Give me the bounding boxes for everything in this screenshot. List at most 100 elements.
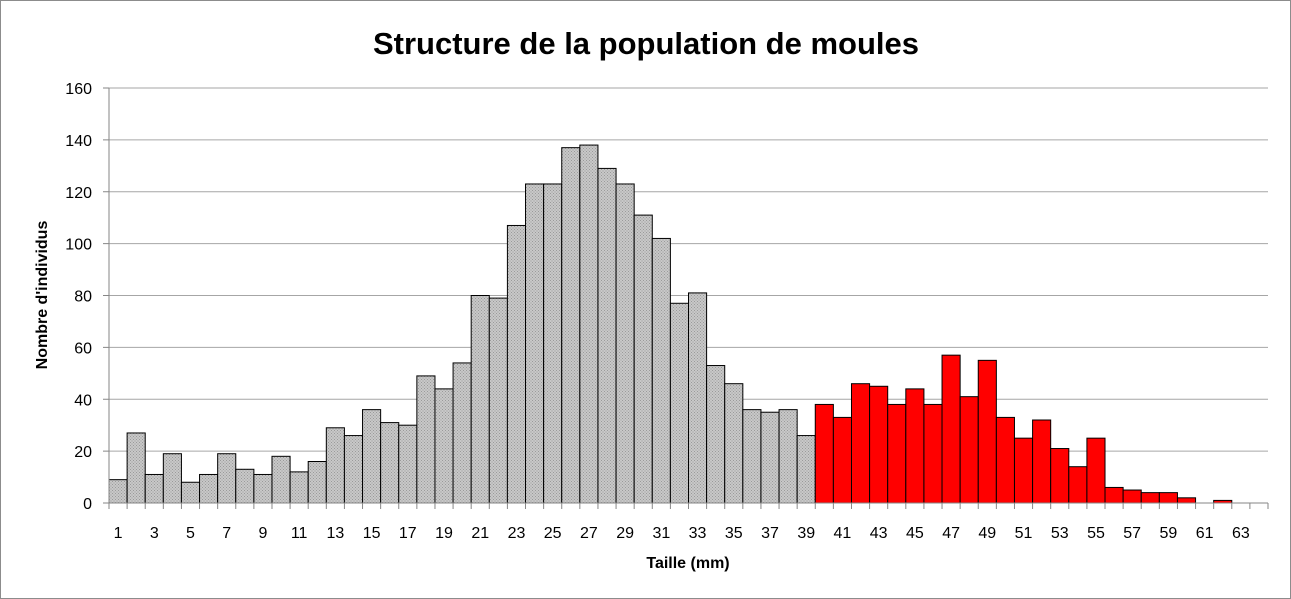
- bar-11mm: [289, 471, 309, 504]
- bar-35mm: [724, 383, 744, 504]
- x-tick-label: 7: [222, 525, 231, 542]
- x-tick-label: 43: [870, 525, 888, 542]
- bar-50mm: [995, 416, 1015, 504]
- bar-49mm: [977, 359, 997, 504]
- bar-13mm: [325, 427, 345, 504]
- bar-14mm: [343, 435, 364, 504]
- bar-55mm: [1086, 437, 1106, 504]
- bar-39mm: [796, 435, 816, 504]
- x-tick-label: 37: [761, 525, 779, 542]
- bar-56mm: [1104, 486, 1124, 504]
- bar-21mm: [470, 295, 490, 504]
- bar-36mm: [742, 409, 762, 504]
- x-axis-title: Taille (mm): [646, 555, 729, 572]
- bar-43mm: [869, 385, 889, 504]
- bar-23mm: [506, 224, 527, 504]
- y-tick-label: 20: [74, 444, 92, 461]
- x-tick-label: 51: [1015, 525, 1033, 542]
- x-tick-label: 33: [689, 525, 707, 542]
- x-tick-label: 27: [580, 525, 598, 542]
- x-tick-label: 61: [1196, 525, 1214, 542]
- bar-48mm: [959, 396, 979, 504]
- y-tick-labels: 0 20 40 60 80 100 120 140 160: [65, 81, 92, 513]
- bar-22mm: [488, 297, 508, 504]
- bar-20mm: [452, 362, 472, 504]
- x-tick-label: 1: [114, 525, 123, 542]
- bar-7mm: [217, 453, 237, 504]
- axes: [103, 87, 1269, 509]
- x-tick-label: 59: [1160, 525, 1178, 542]
- x-tick-label: 49: [978, 525, 996, 542]
- bar-32mm: [669, 302, 689, 504]
- bar-18mm: [416, 375, 436, 504]
- y-tick-label: 100: [65, 237, 92, 254]
- bar-24mm: [525, 183, 545, 504]
- bar-1mm: [108, 479, 128, 504]
- x-tick-label: 11: [291, 525, 308, 542]
- bar-31mm: [651, 237, 671, 504]
- x-tick-label: 25: [544, 525, 562, 542]
- bar-16mm: [380, 422, 400, 504]
- y-axis-title: Nombre d'individus: [34, 221, 51, 370]
- x-tick-label: 55: [1087, 525, 1105, 542]
- bar-27mm: [579, 144, 599, 504]
- x-tick-label: 15: [363, 525, 381, 542]
- y-tick-label: 120: [65, 185, 92, 202]
- bar-6mm: [199, 473, 219, 504]
- bar-4mm: [162, 453, 182, 504]
- bar-40mm: [814, 403, 834, 504]
- bar-2mm: [126, 432, 146, 504]
- y-tick-label: 160: [65, 81, 92, 98]
- bar-28mm: [597, 167, 617, 504]
- y-tick-label: 80: [74, 289, 92, 306]
- bar-46mm: [923, 403, 943, 504]
- x-tick-label: 21: [471, 525, 489, 542]
- bar-30mm: [633, 214, 653, 504]
- bar-29mm: [615, 183, 635, 504]
- bar-44mm: [887, 403, 907, 504]
- bar-12mm: [307, 461, 327, 504]
- x-tick-label: 29: [616, 525, 634, 542]
- x-tick-label: 57: [1123, 525, 1141, 542]
- bar-8mm: [235, 468, 255, 504]
- bar-59mm: [1158, 492, 1178, 504]
- x-tick-label: 39: [797, 525, 815, 542]
- x-tick-label: 9: [258, 525, 267, 542]
- y-tick-label: 40: [74, 392, 92, 409]
- chart-title: Structure de la population de moules: [373, 26, 919, 61]
- x-tick-label: 63: [1232, 525, 1250, 542]
- bar-51mm: [1013, 437, 1034, 504]
- bar-42mm: [850, 383, 871, 504]
- y-tick-label: 60: [74, 340, 92, 357]
- y-tick-label: 0: [83, 496, 92, 513]
- bar-33mm: [688, 292, 708, 504]
- bars: [108, 144, 1233, 504]
- bar-57mm: [1122, 489, 1142, 504]
- x-tick-label: 23: [508, 525, 526, 542]
- x-tick-label: 17: [399, 525, 417, 542]
- bar-17mm: [398, 424, 418, 504]
- bar-5mm: [180, 481, 201, 504]
- bar-47mm: [941, 354, 961, 504]
- bar-54mm: [1068, 466, 1088, 504]
- bar-26mm: [561, 147, 581, 504]
- bar-58mm: [1140, 492, 1160, 504]
- x-tick-label: 53: [1051, 525, 1069, 542]
- bar-3mm: [144, 473, 164, 504]
- bar-37mm: [760, 411, 780, 504]
- bar-53mm: [1050, 448, 1070, 504]
- bar-25mm: [543, 183, 563, 504]
- bar-60mm: [1176, 497, 1197, 504]
- x-tick-label: 31: [652, 525, 670, 542]
- bar-10mm: [271, 455, 291, 504]
- bar-9mm: [253, 473, 273, 504]
- bar-52mm: [1032, 419, 1052, 504]
- x-tick-label: 19: [435, 525, 453, 542]
- x-tick-label: 35: [725, 525, 743, 542]
- bar-34mm: [706, 365, 726, 504]
- x-tick-label: 5: [186, 525, 195, 542]
- x-tick-label: 47: [942, 525, 960, 542]
- x-tick-labels: 1 3 5 7 9 11 13 15 17 19 21 23 25 27 29 31 33 35 37 39 41 43 4…: [114, 525, 1250, 542]
- x-tick-label: 41: [834, 525, 852, 542]
